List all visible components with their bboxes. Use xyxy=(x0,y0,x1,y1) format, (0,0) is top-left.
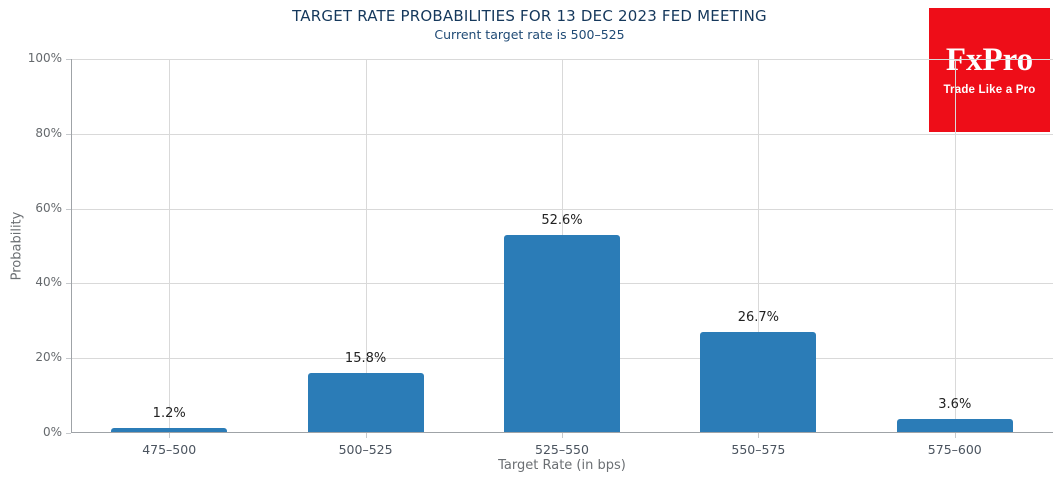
bar-475-500 xyxy=(111,428,228,432)
value-label: 3.6% xyxy=(938,397,972,412)
x-gridline xyxy=(365,59,367,433)
value-label: 15.8% xyxy=(344,351,387,366)
y-tick-label: 0% xyxy=(42,425,62,439)
x-tick-mark xyxy=(758,433,760,438)
chart-title: TARGET RATE PROBABILITIES FOR 13 DEC 202… xyxy=(292,7,767,25)
x-gridline xyxy=(954,59,956,433)
value-label: 52.6% xyxy=(541,213,583,228)
x-tick-mark xyxy=(365,433,367,438)
y-tick-label: 40% xyxy=(35,275,62,290)
y-tick-mark xyxy=(66,133,71,135)
y-tick-label: 20% xyxy=(35,350,62,365)
y-tick-mark xyxy=(66,208,71,210)
y-tick-label: 80% xyxy=(35,125,62,140)
category-label: 475–500 xyxy=(142,442,197,457)
plot-area: 1.2% 475–500 15.8% 500–525 52.6% 525–550 26.7%… xyxy=(71,59,1053,457)
bar-500-525 xyxy=(307,373,424,432)
x-tick-mark xyxy=(169,433,171,438)
y-tick-mark xyxy=(66,433,71,434)
bar-550-575 xyxy=(700,332,817,432)
fxpro-tagline: Trade Like a Pro xyxy=(943,84,1036,96)
category-label: 500–525 xyxy=(338,442,393,457)
x-axis-title: Target Rate (in bps) xyxy=(498,458,626,473)
category-label: 550–575 xyxy=(731,442,786,457)
x-tick-mark xyxy=(562,433,563,438)
value-label: 26.7% xyxy=(737,310,780,325)
category-label: 525–550 xyxy=(535,442,589,457)
y-tick-mark xyxy=(66,283,71,285)
bar-575-600 xyxy=(896,419,1013,432)
category-label: 575–600 xyxy=(927,442,982,457)
y-tick-label: 100% xyxy=(27,51,62,65)
x-gridline xyxy=(758,59,760,433)
x-tick-mark xyxy=(954,433,956,438)
fxpro-brand-text: FxPro xyxy=(945,42,1034,78)
y-tick-mark xyxy=(66,358,71,360)
x-axis-line xyxy=(71,432,1053,433)
y-axis-line xyxy=(71,59,72,433)
fxpro-logo: FxPro Trade Like a Pro xyxy=(929,8,1050,132)
value-label: 1.2% xyxy=(152,406,186,421)
bar-525-550 xyxy=(504,235,620,432)
x-gridline xyxy=(169,59,171,433)
chart-subtitle: Current target rate is 500–525 xyxy=(434,27,625,42)
y-tick-mark xyxy=(66,59,71,60)
y-axis-title: Probability xyxy=(9,211,25,281)
y-tick-label: 60% xyxy=(35,200,62,215)
